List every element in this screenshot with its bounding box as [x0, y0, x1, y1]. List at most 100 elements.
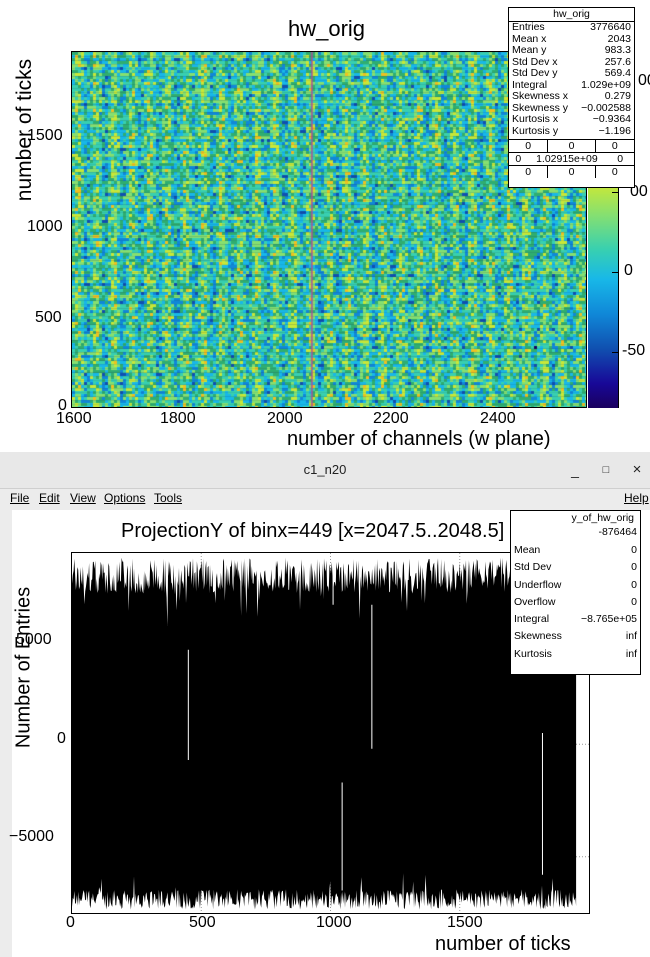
stats-value: 0 — [631, 595, 637, 608]
menu-view[interactable]: View — [70, 491, 96, 505]
grid-cell: 0 — [548, 140, 596, 152]
stats-label: Integral — [514, 613, 550, 626]
bottom-x-axis-title: number of ticks — [435, 933, 571, 955]
menu-tools[interactable]: Tools — [154, 491, 183, 505]
window-titlebar[interactable]: c1_n20 _ □ × — [0, 452, 650, 489]
stats-row: Std Dev 0 — [511, 559, 640, 576]
stats-row: Overflow 0 — [511, 594, 640, 611]
bottom-plot-title: ProjectionY of binx=449 [x=2047.5..2048.… — [121, 520, 505, 542]
stats-row: Kurtosis y −1.196 — [509, 124, 634, 138]
top-plot-title: hw_orig — [288, 16, 366, 41]
stats-row: Kurtosis inf — [511, 646, 640, 663]
stats-label: Std Dev — [514, 561, 552, 574]
projection-bars — [72, 557, 577, 910]
x-tick-500: 500 — [189, 914, 216, 931]
grid-cell: 0 — [515, 153, 522, 165]
projection-plot-frame[interactable] — [71, 552, 590, 914]
menu-bar: File Edit View Options Tools Help — [0, 489, 650, 509]
x-tick-1500: 1500 — [447, 914, 483, 931]
palette-label-partial: 00 — [638, 72, 650, 89]
palette-label-zero: 0 — [624, 262, 633, 279]
stats-value: 0 — [631, 561, 637, 574]
grid-cell: 0 — [548, 166, 596, 178]
x-tick-1000: 1000 — [316, 914, 352, 931]
stats-value: 257.6 — [604, 55, 631, 68]
stats-value: 983.3 — [604, 44, 631, 56]
stats-value: 0 — [631, 544, 637, 556]
close-button[interactable]: × — [632, 461, 642, 478]
projection-plot — [72, 553, 589, 913]
bottom-y-axis-title: Number of Entries — [12, 586, 35, 749]
palette-tick — [612, 272, 618, 273]
heatmap-frame[interactable] — [71, 51, 587, 408]
y-tick-minus5000: −5000 — [9, 828, 54, 845]
palette-axis-line — [618, 160, 619, 408]
bottom-stats-box[interactable]: y_of_hw_orig -876464 Mean 0 Std Dev 0 Underf… — [510, 510, 641, 675]
stats-value: 0 — [631, 578, 637, 591]
stats-label: Underflow — [514, 578, 562, 591]
y-tick-0: 0 — [57, 730, 66, 747]
stats-entries-value: -876464 — [598, 526, 637, 538]
stats-label: Std Dev y — [512, 67, 558, 79]
y-tick-500: 500 — [35, 309, 62, 326]
stats-label: Skewness — [514, 630, 562, 643]
x-tick-1800: 1800 — [160, 410, 196, 427]
minimize-button[interactable]: _ — [571, 462, 579, 478]
y-tick-0: 0 — [58, 397, 67, 414]
grid-cell: 0 — [611, 166, 618, 178]
x-tick-2000: 2000 — [267, 410, 303, 427]
palette-tick — [612, 192, 618, 193]
stats-label: Overflow — [514, 595, 556, 608]
stats-row: Mean 0 — [511, 542, 640, 559]
menu-options[interactable]: Options — [104, 491, 146, 505]
stats-rows: Mean 0 Std Dev 0 Underflow 0 Overflow 0 Integral… — [511, 542, 640, 663]
maximize-button[interactable]: □ — [602, 464, 610, 476]
stats-label: Skewness x — [512, 90, 569, 102]
top-stats-box[interactable]: hw_orig Entries 3776640 Mean x 2043 Mean y 98… — [508, 7, 635, 188]
grid-cell: 0 — [611, 140, 618, 152]
x-tick-0: 0 — [66, 914, 75, 931]
canvas-window[interactable]: c1_n20 _ □ × File Edit View Options Tool… — [0, 452, 650, 957]
y-tick-1000: 1000 — [27, 218, 63, 235]
stats-title: y_of_hw_orig — [571, 512, 634, 524]
stats-value: 3776640 — [590, 21, 631, 33]
stats-grid-row: 0 0 0 — [509, 166, 634, 178]
stats-grid-row: 0 0 0 — [509, 140, 634, 153]
stats-value: −0.9364 — [592, 113, 631, 125]
menu-file[interactable]: File — [10, 491, 30, 505]
stats-label: Kurtosis x — [512, 113, 559, 125]
stats-row: Skewness x 0.279 — [509, 90, 634, 103]
top-y-axis-title: number of ticks — [13, 58, 36, 202]
stats-row: Skewness inf — [511, 628, 640, 645]
stats-label: Integral — [512, 78, 548, 91]
stats-row: Std Dev x 257.6 — [509, 55, 634, 69]
heatmap-image — [72, 52, 586, 407]
stats-title: hw_orig — [509, 8, 634, 22]
x-tick-2200: 2200 — [373, 410, 409, 427]
stats-label: Skewness y — [512, 101, 569, 114]
color-palette-bar[interactable] — [588, 160, 618, 408]
stats-row: Entries 3776640 — [509, 21, 634, 34]
stats-row: Integral −8.765e+05 — [511, 611, 640, 628]
y-tick-5000: 5000 — [16, 631, 52, 648]
stats-row: Skewness y −0.002588 — [509, 101, 634, 115]
stats-value: −1.196 — [598, 124, 631, 137]
top-x-axis-title: number of channels (w plane) — [287, 428, 551, 450]
stats-label: Mean x — [512, 32, 547, 45]
palette-label-bottom: -50 — [622, 342, 646, 359]
stats-label: Kurtosis — [514, 647, 552, 660]
stats-grid-row: 0 1.02915e+09 0 — [509, 153, 634, 166]
stats-value: 0.279 — [604, 90, 631, 102]
stats-rows: Entries 3776640 Mean x 2043 Mean y 983.3 Std D… — [509, 21, 634, 138]
projection-canvas[interactable]: ProjectionY of binx=449 [x=2047.5..2048.… — [9, 510, 650, 957]
x-tick-1600: 1600 — [56, 410, 92, 427]
stats-row: Underflow 0 — [511, 577, 640, 594]
stats-row: Integral 1.029e+09 — [509, 78, 634, 92]
grid-cell: 1.02915e+09 — [536, 153, 598, 165]
stats-label: Std Dev x — [512, 55, 558, 68]
top-canvas[interactable]: hw_orig 0 500 1000 1500 number of ticks … — [0, 0, 650, 452]
stats-value: 1.029e+09 — [581, 78, 631, 91]
menu-edit[interactable]: Edit — [39, 491, 60, 505]
stats-label: Kurtosis y — [512, 124, 559, 137]
menu-help[interactable]: Help — [624, 491, 649, 505]
